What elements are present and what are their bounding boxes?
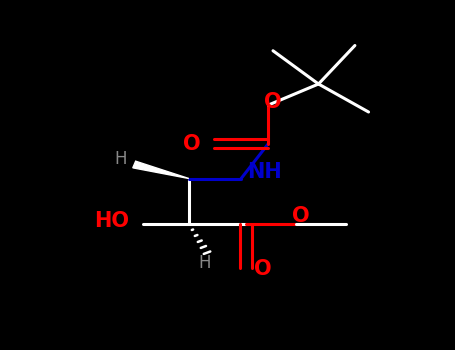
Text: HO: HO (94, 211, 129, 231)
Text: O: O (293, 206, 310, 226)
Text: H: H (114, 150, 127, 168)
Text: NH: NH (248, 162, 282, 182)
Text: O: O (183, 133, 201, 154)
Text: H: H (198, 253, 211, 272)
Polygon shape (133, 161, 189, 178)
Text: O: O (254, 259, 272, 279)
Text: O: O (264, 91, 282, 112)
